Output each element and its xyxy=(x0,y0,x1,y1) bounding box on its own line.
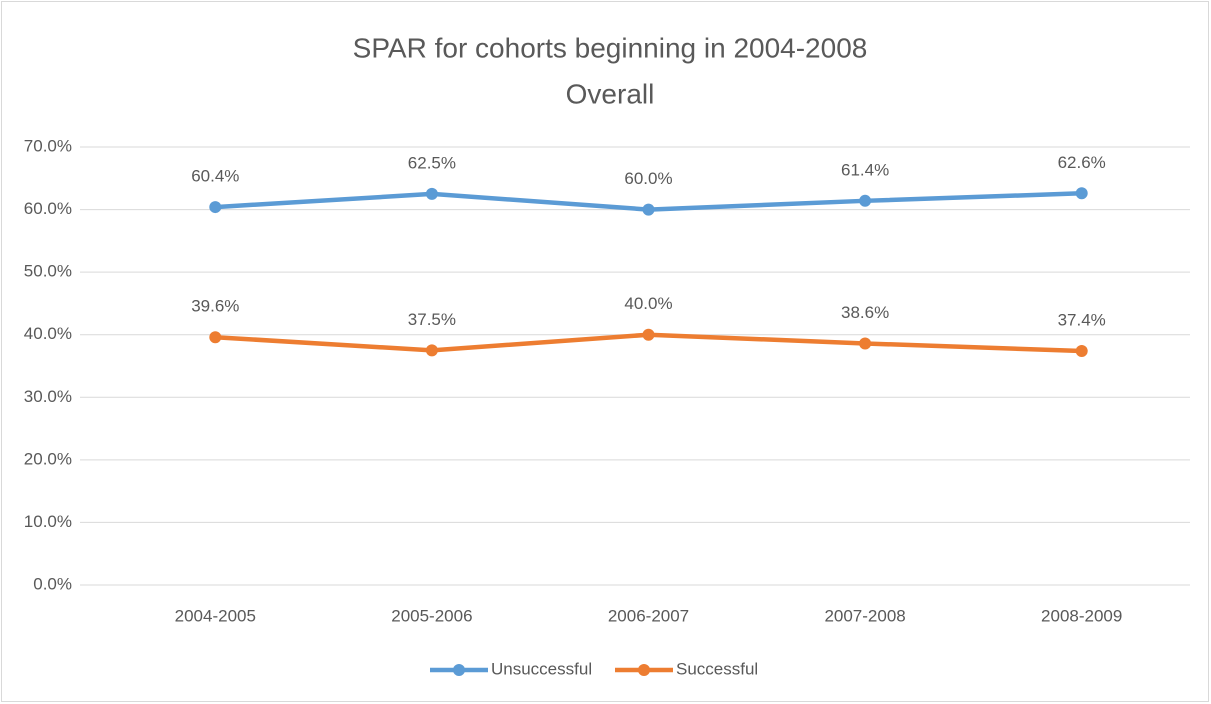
y-tick-label: 10.0% xyxy=(24,512,72,531)
data-point xyxy=(642,328,655,341)
data-point xyxy=(425,344,438,357)
data-label: 39.6% xyxy=(191,297,239,316)
legend-label: Unsuccessful xyxy=(491,659,592,678)
legend-marker xyxy=(638,664,650,676)
x-tick-label: 2008-2009 xyxy=(1041,606,1122,625)
data-label: 60.4% xyxy=(191,167,239,186)
data-point xyxy=(859,194,872,207)
data-label: 62.6% xyxy=(1058,153,1106,172)
data-point xyxy=(642,203,655,216)
data-point xyxy=(209,331,222,344)
x-tick-label: 2004-2005 xyxy=(175,606,256,625)
data-label: 62.5% xyxy=(408,153,456,172)
legend-label: Successful xyxy=(676,659,758,678)
x-tick-label: 2007-2008 xyxy=(824,606,905,625)
y-tick-label: 40.0% xyxy=(24,324,72,343)
chart-subtitle: Overall xyxy=(566,78,655,109)
data-label: 60.0% xyxy=(624,169,672,188)
data-label: 37.5% xyxy=(408,310,456,329)
y-tick-label: 70.0% xyxy=(24,136,72,155)
data-point xyxy=(209,201,222,214)
data-label: 37.4% xyxy=(1058,310,1106,329)
legend-marker xyxy=(453,664,465,676)
data-point xyxy=(425,187,438,200)
x-tick-label: 2006-2007 xyxy=(608,606,689,625)
y-tick-label: 60.0% xyxy=(24,199,72,218)
data-label: 40.0% xyxy=(624,294,672,313)
y-tick-label: 30.0% xyxy=(24,387,72,406)
data-label: 38.6% xyxy=(841,303,889,322)
data-point xyxy=(1075,187,1088,200)
y-tick-label: 50.0% xyxy=(24,262,72,281)
data-point xyxy=(859,337,872,350)
y-tick-label: 20.0% xyxy=(24,449,72,468)
data-label: 61.4% xyxy=(841,160,889,179)
chart-title: SPAR for cohorts beginning in 2004-2008 xyxy=(353,32,868,63)
data-point xyxy=(1075,344,1088,357)
x-tick-label: 2005-2006 xyxy=(391,606,472,625)
y-tick-label: 0.0% xyxy=(33,574,72,593)
